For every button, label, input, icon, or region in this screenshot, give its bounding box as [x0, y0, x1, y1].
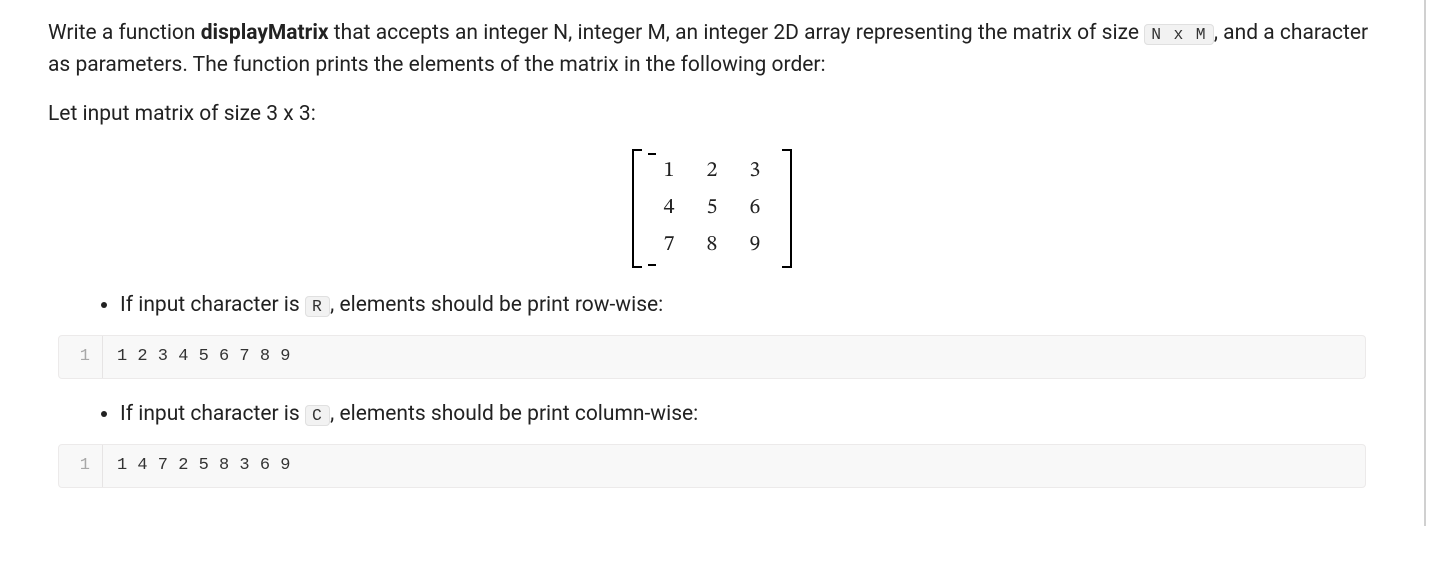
size-code-inline: N x M [1144, 24, 1214, 45]
matrix-cell: 5 [691, 190, 734, 227]
code-block-row-wise: 1 1 2 3 4 5 6 7 8 9 [58, 335, 1366, 379]
example-lead: Let input matrix of size 3 x 3: [48, 99, 1376, 131]
problem-content: Write a function displayMatrix that acce… [0, 0, 1426, 526]
matrix-table: 1 2 3 4 5 6 7 8 9 [648, 153, 777, 264]
char-r-code-inline: R [305, 296, 330, 317]
matrix-row: 7 8 9 [648, 227, 777, 264]
matrix-bracket: 1 2 3 4 5 6 7 8 9 [632, 149, 793, 268]
code-gutter: 1 [59, 336, 103, 378]
intro-text-1: Write a function [48, 21, 201, 45]
code-block-column-wise: 1 1 4 7 2 5 8 3 6 9 [58, 444, 1366, 488]
matrix-cell: 9 [733, 227, 776, 264]
matrix-cell: 6 [733, 190, 776, 227]
matrix-cell: 4 [648, 190, 691, 227]
bullet-c-text-2: , elements should be print column-wise: [330, 402, 698, 426]
code-line: 1 4 7 2 5 8 3 6 9 [103, 445, 1365, 487]
code-line: 1 2 3 4 5 6 7 8 9 [103, 336, 1365, 378]
bullet-r-text-1: If input character is [120, 293, 305, 317]
intro-text-2: that accepts an integer N, integer M, an… [329, 21, 1145, 45]
code-gutter: 1 [59, 445, 103, 487]
matrix-cell: 1 [648, 153, 691, 190]
matrix-cell: 8 [691, 227, 734, 264]
bullet-list-c: If input character is C, elements should… [48, 399, 1376, 431]
matrix-row: 1 2 3 [648, 153, 777, 190]
matrix-cell: 7 [648, 227, 691, 264]
bullet-list-r: If input character is R, elements should… [48, 290, 1376, 322]
bullet-row-wise: If input character is R, elements should… [120, 290, 1376, 322]
function-name: displayMatrix [201, 21, 329, 45]
matrix-cell: 3 [733, 153, 776, 190]
bullet-r-text-2: , elements should be print row-wise: [330, 293, 663, 317]
matrix-display: 1 2 3 4 5 6 7 8 9 [48, 149, 1376, 268]
char-c-code-inline: C [305, 405, 330, 426]
intro-paragraph: Write a function displayMatrix that acce… [48, 18, 1376, 81]
bullet-c-text-1: If input character is [120, 402, 305, 426]
matrix-cell: 2 [691, 153, 734, 190]
bullet-column-wise: If input character is C, elements should… [120, 399, 1376, 431]
matrix-row: 4 5 6 [648, 190, 777, 227]
